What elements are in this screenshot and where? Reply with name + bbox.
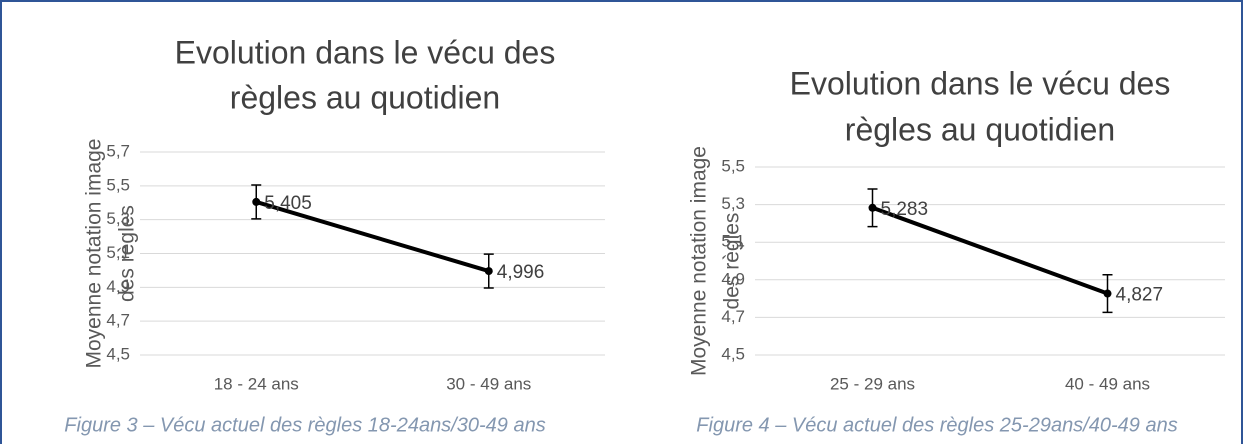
y-tick-label: 5,5 <box>721 156 745 175</box>
data-label: 5,405 <box>264 193 312 214</box>
y-tick-label: 4,9 <box>106 277 130 296</box>
x-tick-label: 25 - 29 ans <box>830 374 915 393</box>
y-axis-label: Moyenne notation image <box>83 139 106 369</box>
chart-title: Evolution dans le vécu des <box>175 34 556 70</box>
y-tick-label: 4,5 <box>106 344 130 363</box>
y-tick-label: 4,7 <box>721 307 745 326</box>
figure-caption: Figure 4 – Vécu actuel des règles 25-29a… <box>696 414 1177 436</box>
y-tick-label: 5,7 <box>106 141 130 160</box>
chart-title: Evolution dans le vécu des <box>790 65 1171 101</box>
chart-title: règles au quotidien <box>845 111 1115 147</box>
data-line <box>871 205 1109 296</box>
y-tick-label: 5,1 <box>721 232 745 251</box>
y-tick-label: 5,1 <box>106 243 130 262</box>
chart-title: règles au quotidien <box>230 79 500 115</box>
figure-caption: Figure 3 – Vécu actuel des règles 18-24a… <box>64 414 545 436</box>
x-tick-label: 40 - 49 ans <box>1065 374 1150 393</box>
x-tick-label: 18 - 24 ans <box>214 374 299 393</box>
y-tick-label: 4,5 <box>721 344 745 363</box>
y-axis-label: Moyenne notation image <box>688 146 711 376</box>
data-point <box>1103 289 1112 298</box>
data-point <box>868 203 877 212</box>
data-label: 4,996 <box>497 262 545 283</box>
data-label: 5,283 <box>881 199 929 220</box>
data-label: 4,827 <box>1116 285 1164 306</box>
y-tick-label: 4,7 <box>106 311 130 330</box>
data-point <box>252 197 261 206</box>
y-tick-label: 5,3 <box>721 194 745 213</box>
x-tick-label: 30 - 49 ans <box>446 374 531 393</box>
y-axis-label: des règles <box>721 213 744 310</box>
data-point <box>484 267 493 276</box>
y-axis-label: des règles <box>116 205 139 302</box>
y-tick-label: 4,9 <box>721 269 745 288</box>
y-tick-label: 5,3 <box>106 209 130 228</box>
data-line <box>255 199 490 274</box>
y-tick-label: 5,5 <box>106 175 130 194</box>
